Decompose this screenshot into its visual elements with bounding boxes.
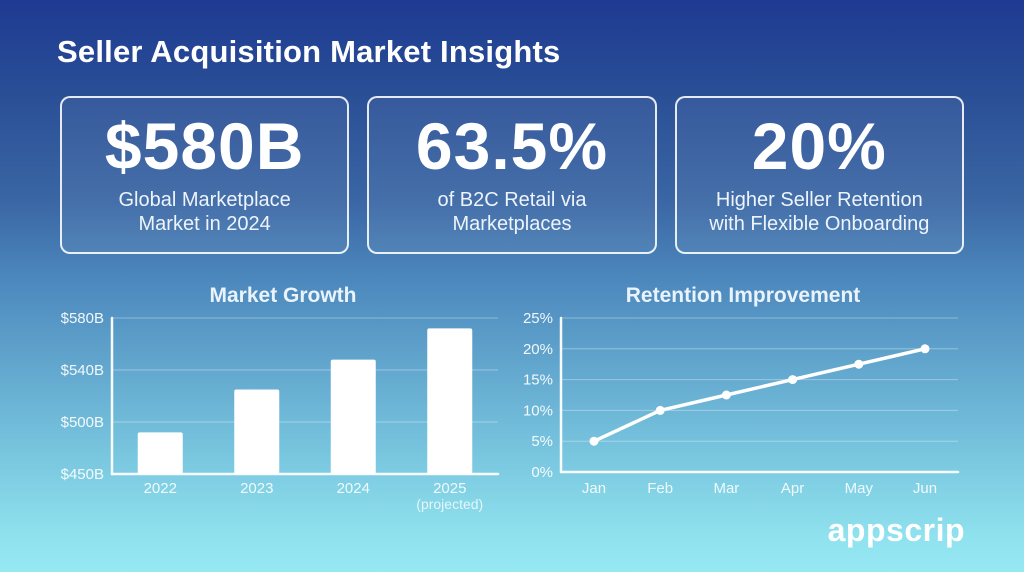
y-tick-label: 15% bbox=[523, 372, 553, 389]
stat-value: 63.5% bbox=[415, 109, 609, 184]
y-tick-label: $500B bbox=[61, 414, 104, 431]
bar-2025 bbox=[427, 328, 473, 474]
stat-card-b2c-share: 63.5% of B2C Retail via Marketplaces bbox=[367, 96, 657, 254]
y-tick-label: 0% bbox=[531, 464, 553, 481]
stat-card-market-size: $580B Global Marketplace Market in 2024 bbox=[60, 96, 350, 254]
chart-title: Market Growth bbox=[209, 284, 356, 307]
stat-label: Global Marketplace Market in 2024 bbox=[118, 189, 291, 235]
x-tick-label: Apr bbox=[781, 480, 804, 497]
market-growth-bar-chart: Market Growth $450B $500B $540B $580B 2022 202… bbox=[50, 280, 510, 530]
stat-value: 20% bbox=[751, 109, 887, 184]
y-tick-label: 25% bbox=[523, 310, 553, 327]
x-tick-label: May bbox=[845, 480, 874, 497]
stat-label: Higher Seller Retention with Flexible On… bbox=[709, 189, 930, 235]
stat-label: of B2C Retail via Marketplaces bbox=[437, 189, 587, 235]
stat-cards-row: $580B Global Marketplace Market in 2024 … bbox=[60, 96, 964, 254]
x-tick-label: Jan bbox=[582, 480, 606, 497]
y-tick-label: $540B bbox=[61, 362, 104, 379]
x-tick-label: 2023 bbox=[240, 480, 273, 497]
point-Jun bbox=[920, 344, 930, 354]
bar-2024 bbox=[330, 359, 376, 474]
y-tick-label: 10% bbox=[523, 402, 553, 419]
y-tick-label: 20% bbox=[523, 341, 553, 358]
y-tick-label: 5% bbox=[531, 433, 553, 450]
appscrip-logo: appscrip bbox=[827, 512, 965, 548]
stat-card-retention: 20% Higher Seller Retention with Flexibl… bbox=[674, 96, 964, 254]
y-tick-label: $580B bbox=[61, 310, 104, 327]
point-May bbox=[854, 359, 864, 369]
point-Jan bbox=[589, 436, 599, 446]
point-Apr bbox=[788, 375, 798, 385]
x-tick-label: Mar bbox=[713, 480, 739, 497]
x-tick-sublabel: (projected) bbox=[416, 496, 483, 512]
bar-2022 bbox=[137, 432, 183, 474]
point-Mar bbox=[721, 390, 731, 400]
page-title: Seller Acquisition Market Insights bbox=[57, 34, 561, 69]
x-tick-label: 2024 bbox=[337, 480, 370, 497]
chart-title: Retention Improvement bbox=[626, 284, 861, 307]
point-Feb bbox=[655, 405, 665, 415]
y-tick-label: $450B bbox=[61, 466, 104, 483]
line-chart-svg: Retention Improvement 0% 5% 10% 15% 20% 25% Jan… bbox=[523, 284, 960, 497]
bar-chart-svg: Market Growth $450B $500B $540B $580B 2022 202… bbox=[61, 284, 500, 512]
x-tick-label: Feb bbox=[647, 480, 673, 497]
stat-value: $580B bbox=[104, 109, 305, 184]
x-tick-label: 2022 bbox=[144, 480, 177, 497]
x-tick-label: 2025 bbox=[433, 480, 466, 497]
x-tick-label: Jun bbox=[913, 480, 937, 497]
retention-line bbox=[592, 347, 927, 443]
retention-improvement-line-chart: Retention Improvement 0% 5% 10% 15% 20% 25% Jan… bbox=[520, 280, 980, 530]
bar-2023 bbox=[234, 389, 280, 474]
